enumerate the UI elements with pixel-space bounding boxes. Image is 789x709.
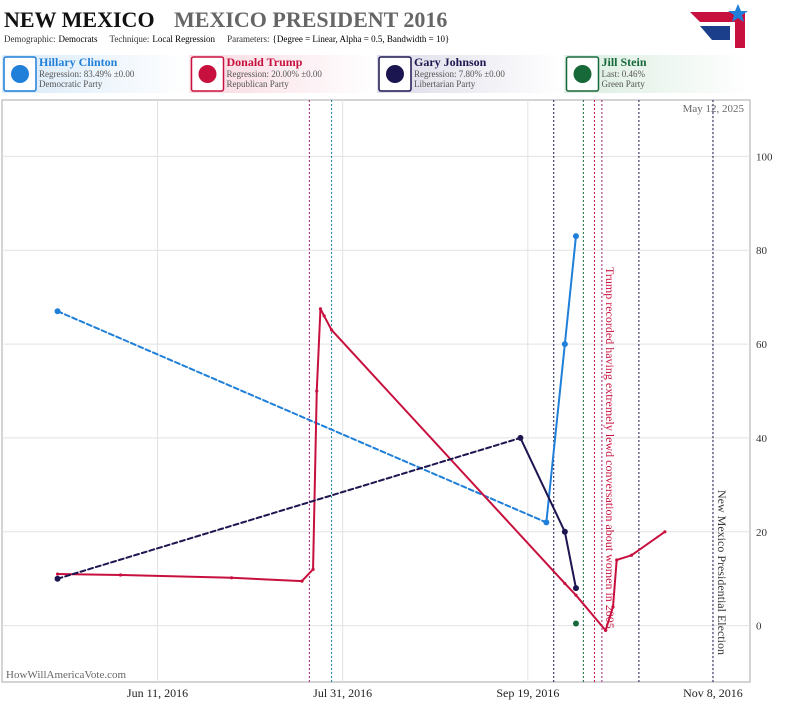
series-line <box>56 436 522 580</box>
date-stamp: May 12, 2025 <box>683 103 745 115</box>
data-point <box>629 553 634 557</box>
series-line <box>323 314 333 331</box>
data-point <box>315 389 319 393</box>
series-line <box>519 436 566 533</box>
series-line <box>56 573 122 576</box>
data-point <box>572 585 579 592</box>
data-point <box>300 579 304 583</box>
source: HowWillAmericaVote.com <box>6 669 126 681</box>
series-line <box>315 307 322 392</box>
series-line <box>574 594 607 632</box>
annotation: Trump recorded having extremely lewd con… <box>603 267 617 632</box>
series-line <box>119 573 233 579</box>
series-line <box>545 343 566 524</box>
candidate-name: Donald Trump <box>227 55 303 69</box>
param-value: Democrats <box>58 34 97 44</box>
candidate-stat: Regression: 7.80% ±0.00 <box>414 69 505 79</box>
candidate-name: Jill Stein <box>602 55 647 69</box>
race-title: MEXICO PRESIDENT 2016 <box>174 7 447 32</box>
data-point <box>54 308 61 315</box>
series-line <box>300 568 315 583</box>
data-point <box>574 593 578 597</box>
param-value: {Degree = Linear, Alpha = 0.5, Bandwidth… <box>273 34 450 44</box>
candidate-party: Democratic Party <box>39 79 103 89</box>
candidate-stat: Last: 0.46% <box>602 69 646 79</box>
state-title: NEW MEXICO <box>4 7 155 32</box>
x-tick-label: Sep 19, 2016 <box>496 686 559 700</box>
candidate-icon-mark <box>198 65 217 83</box>
series-line <box>56 310 548 524</box>
data-point <box>543 519 550 526</box>
data-point <box>54 575 61 582</box>
candidate-party: Libertarian Party <box>414 79 476 89</box>
candidate-stat: Regression: 83.49% ±0.00 <box>39 69 135 79</box>
y-tick-label: 40 <box>756 433 768 445</box>
data-point <box>603 628 608 632</box>
series-line <box>604 605 614 632</box>
data-point <box>563 581 567 586</box>
series-line <box>563 530 577 590</box>
series-line <box>630 530 666 557</box>
logo <box>690 4 748 48</box>
data-point <box>572 620 579 627</box>
data-point <box>663 530 667 534</box>
series-line <box>611 558 618 608</box>
data-point <box>229 576 234 580</box>
y-tick-label: 60 <box>756 339 768 351</box>
candidate-icon-mark <box>11 65 29 83</box>
series-line <box>563 235 577 346</box>
data-point <box>311 567 315 571</box>
candidate-party: Republican Party <box>227 79 290 89</box>
data-point <box>561 528 568 535</box>
data-point <box>611 605 615 609</box>
data-point <box>118 573 123 577</box>
series-line <box>230 576 303 583</box>
series-line <box>330 328 566 585</box>
data-point <box>329 328 334 332</box>
data-point <box>572 233 579 240</box>
candidate-stat: Regression: 20.00% ±0.00 <box>227 69 323 79</box>
data-point <box>318 307 323 311</box>
x-tick-label: Jul 31, 2016 <box>313 686 372 700</box>
x-tick-label: Nov 8, 2016 <box>683 686 743 700</box>
series-line <box>615 554 633 561</box>
param-label: Parameters: <box>227 34 269 44</box>
candidate-icon-mark <box>386 65 404 83</box>
param-value: Local Regression <box>152 34 215 44</box>
candidate-name: Hillary Clinton <box>39 55 118 69</box>
candidate-icon-mark <box>573 65 592 83</box>
y-tick-label: 80 <box>756 245 768 257</box>
annotation: New Mexico Presidential Election <box>715 490 729 655</box>
y-tick-label: 0 <box>756 621 762 633</box>
param-label: Demographic: <box>4 34 55 44</box>
data-point <box>322 314 326 318</box>
candidate-name: Gary Johnson <box>414 55 487 69</box>
candidate-party: Green Party <box>602 79 646 89</box>
plot-frame <box>1 99 751 683</box>
y-tick-label: 100 <box>756 151 773 163</box>
data-point <box>615 558 619 562</box>
y-tick-label: 20 <box>756 527 768 539</box>
data-point <box>561 341 568 348</box>
series-line <box>312 390 318 571</box>
x-tick-label: Jun 11, 2016 <box>127 686 188 700</box>
data-point <box>55 572 60 576</box>
param-label: Technique: <box>109 34 149 44</box>
data-point <box>517 434 524 441</box>
series-line <box>563 582 577 597</box>
